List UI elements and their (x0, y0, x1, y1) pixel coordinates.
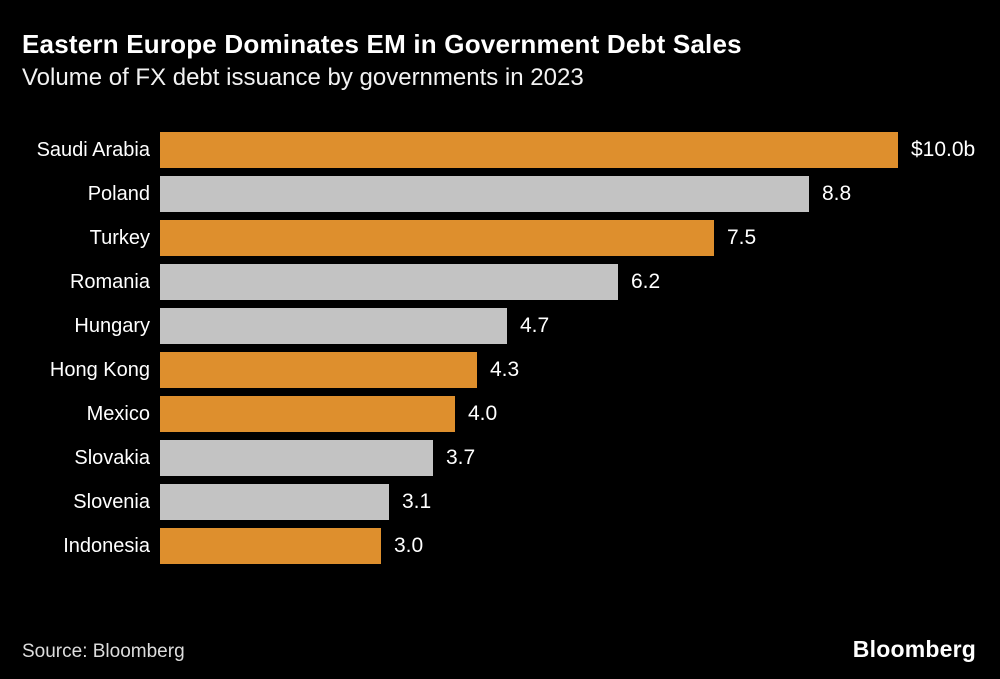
category-label: Slovenia (73, 490, 150, 513)
value-label: 6.2 (631, 270, 661, 293)
bar-chart: Saudi Arabia $10.0b Poland 8.8 Turkey 7.5 Roma… (0, 128, 1000, 568)
bar (160, 132, 898, 168)
chart-subtitle: Volume of FX debt issuance by government… (22, 63, 584, 91)
bar-row: Saudi Arabia $10.0b (0, 128, 1000, 172)
category-label: Slovakia (74, 446, 150, 469)
value-label: 4.7 (520, 314, 550, 337)
bar (160, 396, 455, 432)
category-label: Romania (69, 270, 150, 293)
bar-row: Poland 8.8 (0, 172, 1000, 216)
value-label: 4.3 (490, 358, 520, 381)
bar-row: Hungary 4.7 (0, 304, 1000, 348)
bar (160, 484, 389, 520)
value-label: 3.0 (394, 534, 424, 557)
value-label: $10.0b (911, 138, 976, 161)
category-label: Poland (87, 182, 150, 205)
category-label: Turkey (89, 226, 150, 249)
category-label: Indonesia (63, 534, 150, 557)
bar-row: Hong Kong 4.3 (0, 348, 1000, 392)
value-label: 3.1 (402, 490, 432, 513)
bar (160, 220, 714, 256)
bar (160, 308, 507, 344)
bar-row: Slovenia 3.1 (0, 480, 1000, 524)
bar-row: Slovakia 3.7 (0, 436, 1000, 480)
chart-title: Eastern Europe Dominates EM in Governmen… (22, 29, 742, 59)
category-label: Mexico (86, 402, 150, 425)
category-label: Hungary (74, 314, 150, 337)
chart-footer: Source: Bloomberg Bloomberg (22, 636, 976, 663)
chart-header: Eastern Europe Dominates EM in Governmen… (22, 29, 980, 91)
bar-row: Turkey 7.5 (0, 216, 1000, 260)
category-label: Hong Kong (49, 358, 150, 381)
value-label: 7.5 (727, 226, 757, 249)
bar-row: Romania 6.2 (0, 260, 1000, 304)
bar (160, 440, 433, 476)
bar (160, 264, 618, 300)
value-label: 4.0 (468, 402, 498, 425)
bar-row: Mexico 4.0 (0, 392, 1000, 436)
bar (160, 528, 381, 564)
bar (160, 352, 477, 388)
value-label: 3.7 (446, 446, 476, 469)
source-note: Source: Bloomberg (22, 641, 185, 662)
bar (160, 176, 809, 212)
bloomberg-logo: Bloomberg (852, 636, 976, 662)
value-label: 8.8 (822, 182, 852, 205)
bar-row: Indonesia 3.0 (0, 524, 1000, 568)
category-label: Saudi Arabia (36, 138, 150, 161)
